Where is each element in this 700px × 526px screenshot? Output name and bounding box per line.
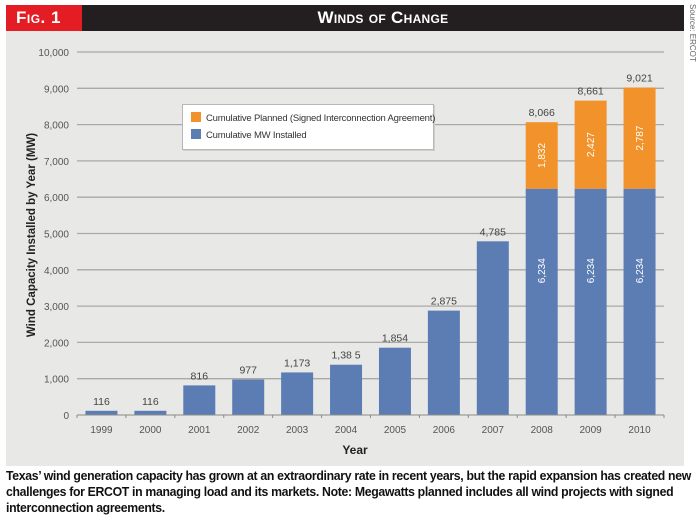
y-tick-label: 1,000 <box>44 375 69 386</box>
chart-title: Winds of Change <box>317 8 449 27</box>
bar-total-label: 8,066 <box>529 107 555 119</box>
legend-item-planned: Cumulative Planned (Signed Interconnecti… <box>191 112 435 126</box>
bar-total-label: 4,785 <box>480 226 506 238</box>
bar-installed <box>330 364 363 415</box>
x-axis-label: Year <box>342 443 368 457</box>
y-axis-label: Wind Capacity Installed by Year (MW) <box>26 133 38 337</box>
figure-number: Fig. 1 <box>6 5 82 31</box>
bar-total-label: 1,173 <box>284 357 310 369</box>
bar-installed <box>134 410 167 415</box>
x-tick-label: 2007 <box>482 425 505 436</box>
y-tick-label: 5,000 <box>44 230 69 241</box>
legend-item-installed: Cumulative MW Installed <box>191 129 307 143</box>
y-tick-label: 10,000 <box>38 48 69 59</box>
chart-legend: Cumulative Planned (Signed Interconnecti… <box>182 104 435 150</box>
bar-total-label: 9,021 <box>626 73 652 85</box>
bar-inner-label: 6,234 <box>537 258 548 283</box>
bar-total-label: 8,661 <box>577 86 603 98</box>
x-tick-label: 2004 <box>335 425 358 436</box>
bar-installed <box>232 379 265 415</box>
y-tick-label: 9,000 <box>44 84 69 95</box>
legend-label-installed: Cumulative MW Installed <box>206 130 307 141</box>
bar-total-label: 116 <box>142 396 159 408</box>
bar-total-label: 1,38 5 <box>331 350 360 362</box>
bar-installed <box>623 188 656 415</box>
bar-installed <box>574 188 607 415</box>
x-tick-label: 2001 <box>188 425 211 436</box>
bar-inner-label: 6,234 <box>586 258 597 283</box>
y-tick-label: 3,000 <box>44 302 69 313</box>
x-tick-label: 2003 <box>286 425 309 436</box>
y-tick-label: 0 <box>63 411 69 422</box>
bar-inner-label: 2,427 <box>586 132 597 157</box>
legend-swatch-installed <box>191 129 201 139</box>
bar-installed <box>378 347 411 415</box>
bar-inner-label: 6,234 <box>635 258 646 283</box>
data-labels: 116 116 816 977 1,173 1,38 5 1,854 2,875 4,785 6,… <box>93 73 653 408</box>
bar-total-label: 816 <box>191 370 209 382</box>
y-tick-label: 8,000 <box>44 121 69 132</box>
x-tick-label: 2010 <box>628 425 651 436</box>
x-tick-label: 2008 <box>531 425 554 436</box>
x-axis: 1999 2000 2001 2002 2003 2004 2005 2006 2007 2008… <box>76 414 665 436</box>
x-tick-label: 2002 <box>237 425 260 436</box>
bar-planned <box>574 100 607 189</box>
bar-total-label: 1,854 <box>382 333 408 345</box>
legend-swatch-planned <box>191 112 201 122</box>
bar-installed <box>183 385 216 415</box>
x-tick-label: 1999 <box>90 425 113 436</box>
bar-installed <box>281 372 314 415</box>
y-tick-label: 2,000 <box>44 338 69 349</box>
figure-caption: Texas’ wind generation capacity has grow… <box>6 468 691 515</box>
bar-inner-label: 1,832 <box>537 143 548 168</box>
source-note: Source: ERCOT <box>688 4 697 62</box>
bar-installed <box>427 310 460 415</box>
bar-total-label: 116 <box>93 396 110 408</box>
y-tick-label: 7,000 <box>44 157 69 168</box>
y-tick-label: 6,000 <box>44 193 69 204</box>
y-tick-label: 4,000 <box>44 266 69 277</box>
bar-planned <box>623 87 656 189</box>
x-tick-label: 2005 <box>384 425 407 436</box>
bar-installed <box>525 188 558 415</box>
bars <box>85 87 656 415</box>
bar-total-label: 977 <box>239 365 257 377</box>
bar-planned <box>525 122 558 189</box>
bar-total-label: 2,875 <box>431 296 457 308</box>
legend-label-planned: Cumulative Planned (Signed Interconnecti… <box>206 113 436 124</box>
bar-installed <box>476 241 509 415</box>
bar-inner-label: 2,787 <box>635 125 646 150</box>
y-axis-ticks: 0 1,000 2,000 3,000 4,000 5,000 6,000 7,000 8,00… <box>38 48 69 422</box>
x-tick-label: 2000 <box>139 425 162 436</box>
bar-installed <box>85 410 118 415</box>
x-tick-label: 2009 <box>580 425 603 436</box>
x-tick-label: 2006 <box>433 425 456 436</box>
figure-header: Fig. 1 Winds of Change <box>6 5 684 31</box>
